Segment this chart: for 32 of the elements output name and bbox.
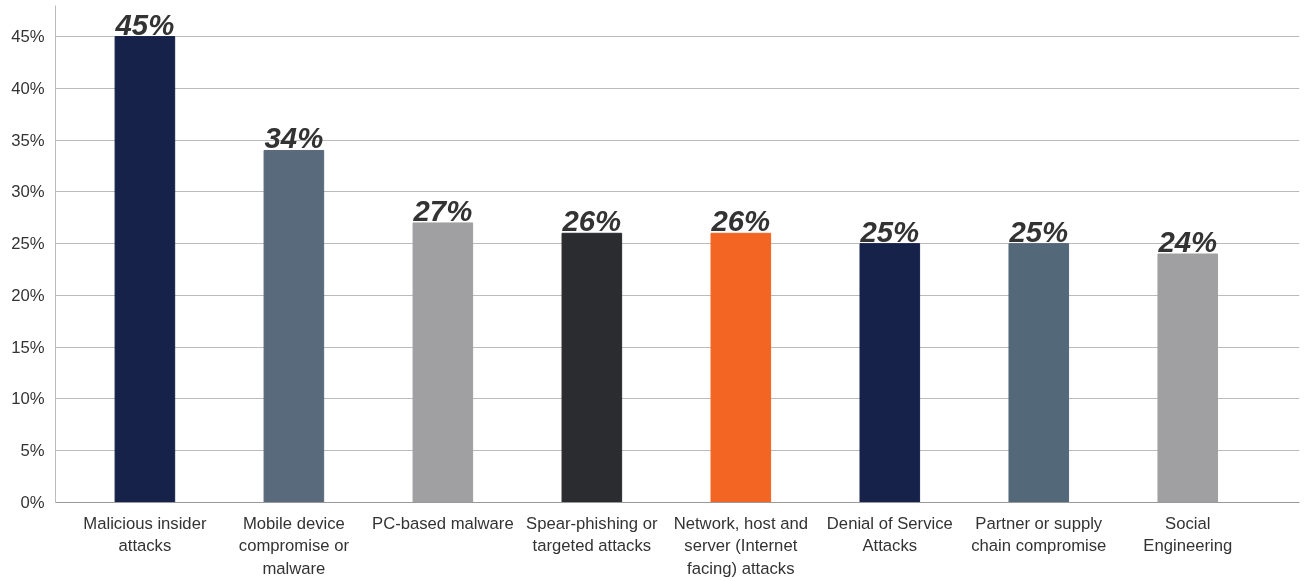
y-tick-label: 5% (20, 441, 45, 461)
data-label: 34% (264, 121, 324, 155)
x-tick-label: Network, host and server (Internet facing) attacks (673, 513, 808, 579)
data-label: 26% (710, 204, 771, 238)
bar (114, 36, 176, 503)
data-label: 25% (1008, 214, 1069, 248)
data-label: 45% (114, 7, 175, 41)
y-tick-label: 45% (11, 27, 45, 47)
bar (1008, 243, 1070, 503)
x-tick-label: Malicious insider attacks (83, 513, 207, 556)
x-tick-label: PC-based malware (372, 513, 514, 533)
data-label: 24% (1157, 225, 1218, 258)
bar (859, 243, 921, 503)
x-tick-label: Partner or supply chain compromise (971, 513, 1107, 556)
y-tick-label: 25% (11, 234, 45, 254)
bar (710, 232, 772, 503)
data-label: 27% (412, 193, 473, 227)
data-label: 26% (561, 204, 622, 238)
x-tick-label: Social Engineering (1143, 513, 1233, 556)
y-tick-label: 0% (20, 493, 45, 512)
x-tick-label: Spear-phishing or targeted attacks (526, 513, 659, 556)
bar (561, 232, 623, 503)
y-tick-label: 35% (11, 130, 45, 150)
y-tick-label: 15% (11, 337, 45, 357)
x-tick-label: Denial of Service Attacks (826, 513, 953, 556)
y-tick-label: 40% (11, 78, 45, 98)
x-tick-label: Mobile device compromise or malware (238, 513, 350, 579)
y-tick-label: 20% (11, 285, 45, 305)
y-tick-label: 30% (11, 182, 45, 202)
bar (263, 149, 325, 503)
y-tick-label: 10% (11, 389, 45, 409)
data-label: 25% (859, 214, 920, 248)
